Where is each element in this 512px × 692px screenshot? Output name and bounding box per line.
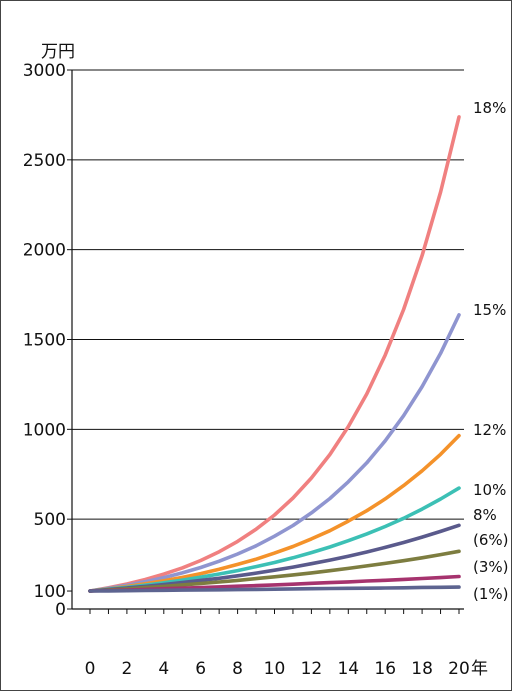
y-tick-label: 100: [34, 582, 66, 602]
series-line-1: [88, 313, 461, 593]
series-label-4: 8%: [473, 506, 497, 524]
gridlines: [72, 69, 464, 520]
y-tick-label: 1000: [23, 420, 66, 440]
x-tick-label: 10: [264, 659, 286, 679]
y-tick-label: 3000: [23, 61, 66, 81]
x-tick-label: 12: [301, 659, 323, 679]
series-line-5: [88, 549, 461, 593]
x-tick-label: 14: [337, 659, 359, 679]
y-tick-label: 1500: [23, 331, 66, 351]
x-tick-label: 16: [374, 659, 396, 679]
series-lines: [88, 115, 461, 593]
x-tick-label: 2: [121, 659, 132, 679]
x-tick-label: 18: [411, 659, 433, 679]
series-line-0: [88, 115, 461, 593]
series-label-2: 12%: [473, 421, 506, 439]
series-line-7: [88, 585, 461, 593]
series-label-0: 18%: [473, 99, 506, 117]
series-label-3: 10%: [473, 481, 506, 499]
x-tick-label: 4: [158, 659, 169, 679]
y-tick-label: 2500: [23, 151, 66, 171]
y-tick-label: 2000: [23, 241, 66, 261]
y-tick-label: 500: [34, 510, 66, 530]
x-tick-label: 8: [232, 659, 243, 679]
series-label-1: 15%: [473, 301, 506, 319]
series-label-5: (6%): [473, 531, 509, 549]
axes: [67, 69, 464, 614]
x-tick-label: 0: [85, 659, 96, 679]
y-tick-label: 0: [55, 600, 66, 620]
x-tick-label: 6: [195, 659, 206, 679]
x-tick-label: 20: [448, 659, 470, 679]
series-label-7: (1%): [473, 585, 509, 603]
series-label-6: (3%): [473, 558, 509, 576]
x-axis-unit: 年: [471, 659, 488, 679]
y-axis-unit: 万円: [41, 42, 75, 62]
